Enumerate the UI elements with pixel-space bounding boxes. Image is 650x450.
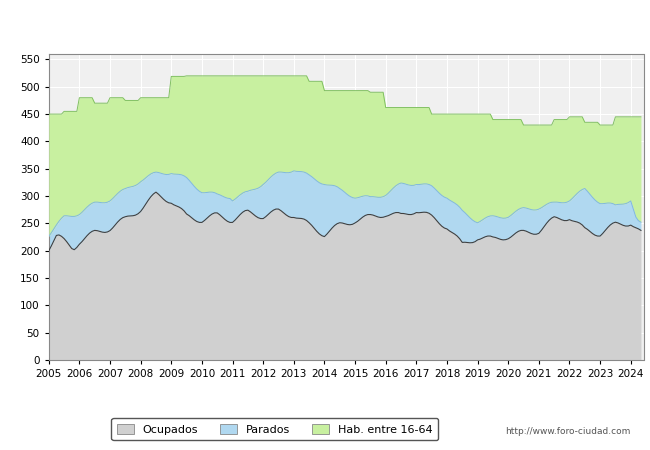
Text: Sanchidrián - Evolucion de la poblacion en edad de Trabajar Mayo de 2024: Sanchidrián - Evolucion de la poblacion …	[75, 14, 575, 27]
Text: http://www.foro-ciudad.com: http://www.foro-ciudad.com	[505, 428, 630, 436]
Legend: Ocupados, Parados, Hab. entre 16-64: Ocupados, Parados, Hab. entre 16-64	[111, 418, 438, 440]
